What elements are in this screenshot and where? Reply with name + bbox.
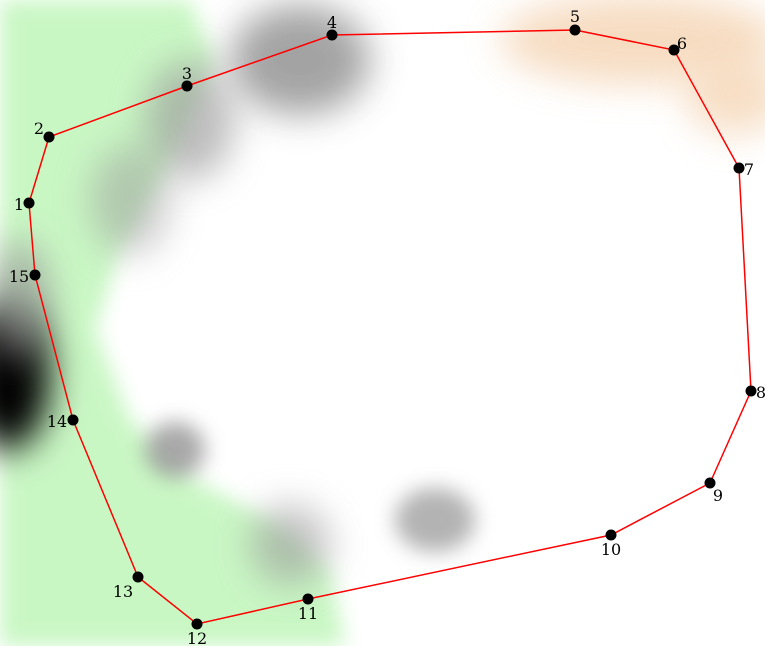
vertex-marker[interactable]: 14 — [47, 412, 79, 431]
vertex-marker[interactable]: 15 — [9, 267, 41, 286]
vertex-label: 2 — [34, 119, 44, 138]
vertex-marker[interactable]: 12 — [187, 618, 207, 646]
dark-terrain — [0, 240, 50, 360]
vegetation-area — [0, 0, 345, 646]
dark-terrain — [145, 60, 235, 180]
vertex-label: 7 — [744, 160, 754, 179]
vertex-label: 10 — [601, 540, 621, 559]
vertex-marker[interactable]: 6 — [668, 34, 688, 56]
vertex-dot[interactable] — [605, 529, 617, 541]
vertex-marker[interactable]: 5 — [569, 7, 581, 36]
vertex-marker[interactable]: 8 — [745, 383, 765, 402]
vertex-marker[interactable]: 4 — [326, 13, 338, 41]
vertex-dot[interactable] — [67, 414, 79, 426]
vertex-dot[interactable] — [745, 385, 757, 397]
vertex-label: 8 — [756, 383, 765, 402]
sand-area — [685, 55, 765, 135]
vertex-label: 12 — [187, 629, 207, 646]
vertex-label: 15 — [9, 267, 29, 286]
dark-terrain — [230, 5, 370, 115]
vertex-label: 1 — [14, 195, 24, 214]
vertex-label: 9 — [713, 486, 723, 505]
vertex-label: 14 — [47, 412, 67, 431]
vertex-marker[interactable]: 7 — [733, 160, 755, 179]
vertex-dot[interactable] — [302, 593, 314, 605]
vertex-marker[interactable]: 1 — [14, 195, 35, 214]
dark-terrain — [250, 505, 330, 585]
vertex-label: 6 — [677, 34, 687, 53]
vertex-dot[interactable] — [23, 197, 35, 209]
vertex-dot[interactable] — [733, 162, 745, 174]
sand-area — [500, 0, 765, 85]
vertex-dot[interactable] — [668, 44, 680, 56]
vertex-label: 3 — [182, 64, 192, 83]
vertex-marker[interactable]: 2 — [34, 119, 55, 143]
boundary-polygon — [28, 29, 752, 625]
vertex-dot[interactable] — [191, 618, 203, 630]
vertex-marker[interactable]: 3 — [181, 64, 193, 92]
vertex-label: 11 — [298, 604, 318, 623]
vertex-dot[interactable] — [569, 24, 581, 36]
polygon-layer — [28, 29, 752, 625]
vertex-dot[interactable] — [29, 269, 41, 281]
vertex-dot[interactable] — [326, 29, 338, 41]
vertex-dot[interactable] — [132, 571, 144, 583]
vertex-marker[interactable]: 13 — [113, 571, 144, 602]
dark-terrain — [90, 145, 170, 255]
vertex-dot[interactable] — [43, 131, 55, 143]
vertex-dot[interactable] — [704, 477, 716, 489]
vertex-marker[interactable]: 9 — [704, 477, 724, 506]
vertex-label: 13 — [113, 582, 133, 601]
vertex-marker[interactable]: 10 — [601, 529, 621, 560]
vertex-dot[interactable] — [181, 80, 193, 92]
vertex-label: 4 — [327, 13, 337, 32]
vertex-label: 5 — [570, 7, 580, 26]
vertex-marker[interactable]: 11 — [298, 593, 318, 624]
dark-terrain — [395, 488, 475, 552]
dark-terrain — [145, 422, 205, 478]
